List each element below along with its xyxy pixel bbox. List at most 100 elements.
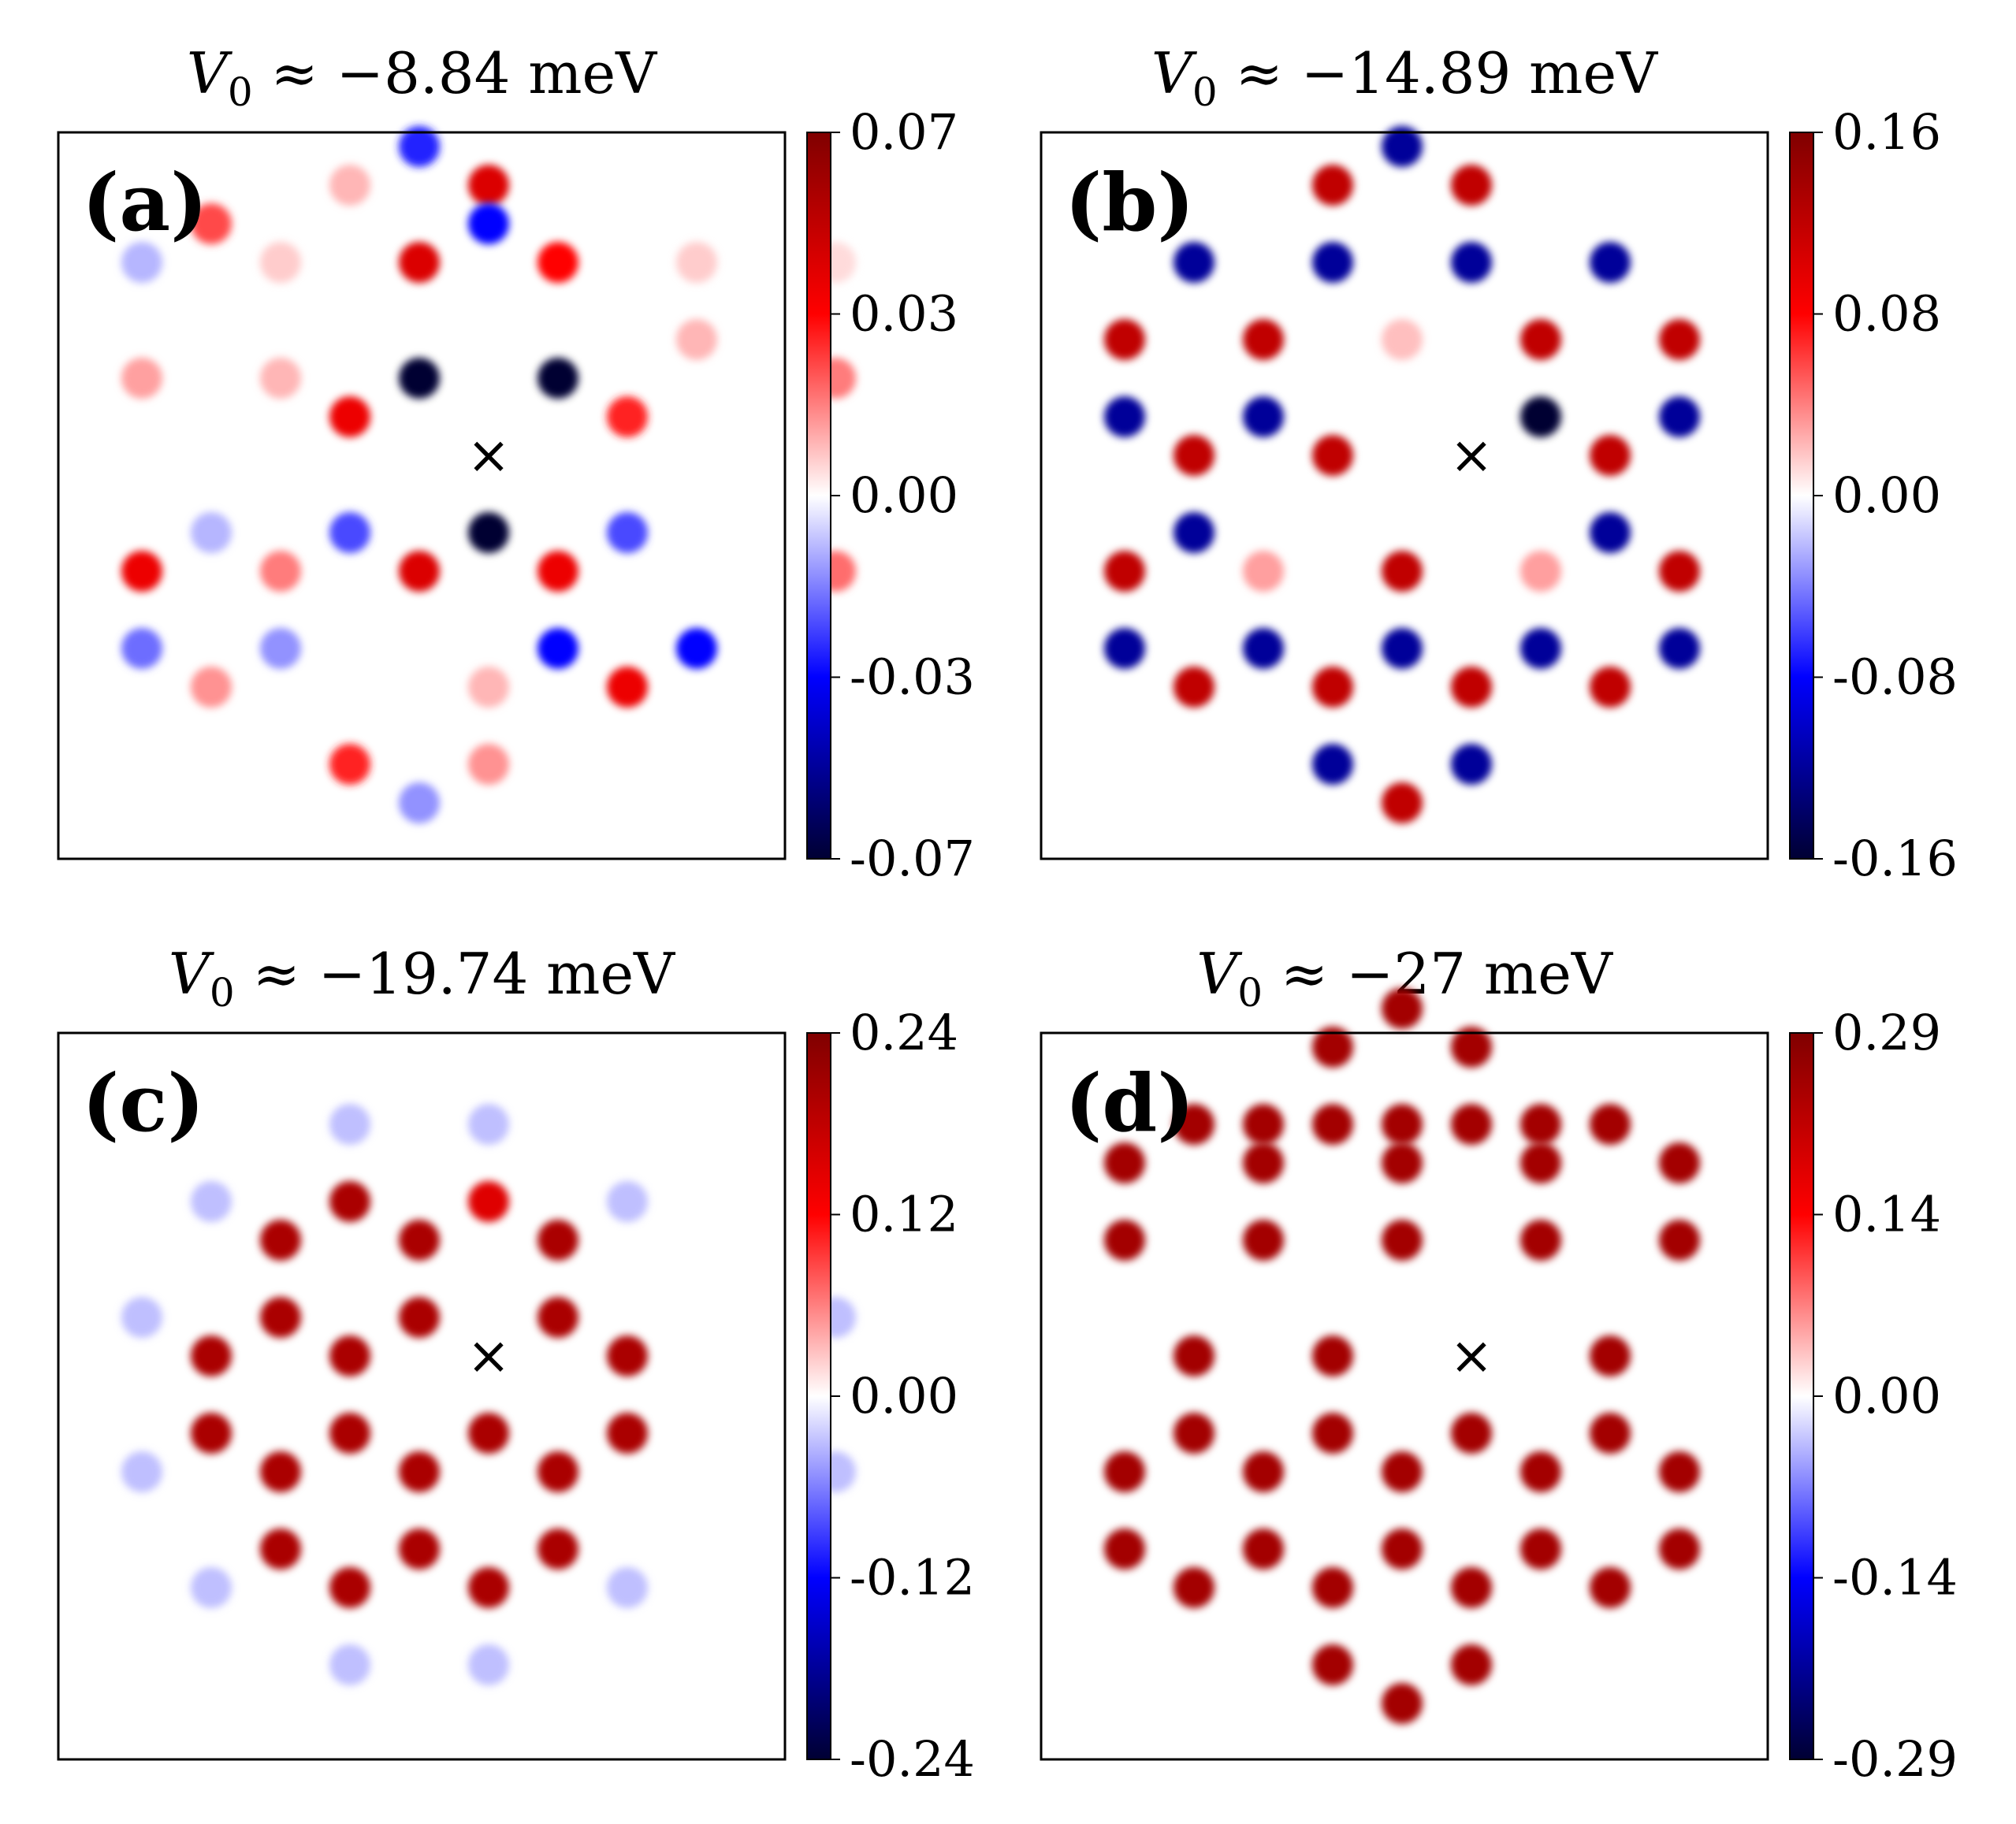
panel-d-spot-9 (1104, 1142, 1145, 1183)
panel-d-spot-42 (1451, 1644, 1492, 1685)
panel-c-colorbar-bar (806, 1032, 831, 1760)
panel-d-marker-symbol: × (1449, 1325, 1493, 1386)
panel-a-colorbar-tick-label-2: 0.00 (850, 466, 958, 524)
panel-a-spot-24 (260, 551, 301, 592)
panel-b-spot-5 (1451, 242, 1492, 283)
panel-d-spot-43 (1382, 1683, 1423, 1724)
panel-b-spot-32 (1312, 667, 1353, 708)
panel-a-spot-26 (537, 551, 578, 592)
panel-b-colorbar-tick-label-2: 0.00 (1832, 466, 1941, 524)
panel-b-spot-8 (1243, 319, 1284, 360)
panel-d-spot-13 (1659, 1142, 1700, 1183)
panel-b-spot-15 (1659, 396, 1700, 437)
panel-a-spot-8 (121, 242, 162, 283)
panel-b-spots (1104, 126, 1700, 823)
panel-a-spot-30 (537, 628, 578, 669)
panel-a-spot-18 (676, 319, 717, 360)
panel-c-spot-22 (399, 1451, 440, 1492)
panel-d-spot-3 (1243, 1104, 1284, 1145)
panel-a-spot-6 (537, 242, 578, 283)
panel-a-center-marker: × (467, 425, 510, 485)
panel-b-spot-9 (1382, 319, 1423, 360)
panel-b-colorbar-tick-label-4: -0.16 (1832, 830, 1958, 887)
panel-d-spot-33 (1243, 1529, 1284, 1570)
panel-b-spot-16 (1174, 435, 1214, 476)
panel-d-spot-4 (1382, 1104, 1423, 1145)
panel-b-spot-4 (1312, 242, 1353, 283)
panel-b-frame (1040, 131, 1769, 860)
panel-d-colorbar-tick-label-4: -0.29 (1832, 1730, 1958, 1788)
panel-d-center-marker: × (1449, 1325, 1493, 1386)
panel-c-marker-symbol: × (467, 1325, 510, 1386)
panel-c-colorbar-tick-label-4: -0.24 (850, 1730, 975, 1788)
panel-c-frame (57, 1031, 787, 1761)
panel-a-title-var: V (187, 40, 233, 106)
panel-a-spot-11 (399, 358, 440, 399)
panel-a-spot-23 (121, 551, 162, 592)
panel-a-spot-3 (191, 203, 232, 244)
panel-b-spot-17 (1312, 435, 1353, 476)
panel-b-spot-36 (1451, 744, 1492, 785)
panel-b-spot-23 (1382, 551, 1423, 592)
panel-b-spot-24 (1520, 551, 1561, 592)
panel-b-spot-37 (1382, 782, 1423, 823)
panel-b-spot-30 (1659, 628, 1700, 669)
panel-d-spot-24 (1312, 1413, 1353, 1454)
panel-c-spot-1 (468, 1104, 509, 1145)
panel-b-spot-26 (1104, 628, 1145, 669)
panel-a-spot-34 (607, 667, 648, 708)
panel-b-spot-10 (1520, 319, 1561, 360)
panel-b-spot-27 (1243, 628, 1284, 669)
panel-b-spot-0 (1382, 126, 1423, 167)
panel-d-spot-27 (1104, 1451, 1145, 1492)
panel-d-spot-32 (1104, 1529, 1145, 1570)
panel-d-colorbar: 0.29 0.14 0.00 -0.14 -0.29 (1789, 1004, 1958, 1788)
panel-d-spots (1104, 988, 1700, 1724)
panel-b-spot-2 (1451, 165, 1492, 206)
panel-d-spot-7 (1451, 1104, 1492, 1145)
panel-a-spot-36 (468, 744, 509, 785)
panel-a-spot-20 (329, 512, 370, 553)
panel-a-label: (a) (82, 156, 207, 249)
panel-a-spot-1 (329, 165, 370, 206)
panel-d-spot-2 (1451, 1027, 1492, 1068)
panel-d-spot-15 (1104, 1220, 1145, 1261)
panel-a-spot-33 (468, 667, 509, 708)
panel-c-spot-31 (191, 1567, 232, 1608)
panel-b: V0 ≈ −14.89 meV (b) × 0.16 0.08 0.00 -0.08 -… (1040, 40, 1958, 887)
panel-b-spot-6 (1590, 242, 1631, 283)
panel-b-spot-7 (1104, 319, 1145, 360)
panel-b-spot-20 (1590, 512, 1631, 553)
panel-c-spot-14 (191, 1335, 232, 1376)
panel-c-colorbar-tick-label-1: 0.12 (850, 1186, 958, 1243)
panel-d-spot-41 (1312, 1644, 1353, 1685)
panel-b-spot-13 (1243, 396, 1284, 437)
panel-c-spot-33 (329, 1644, 370, 1685)
panel-a-spot-15 (121, 358, 162, 399)
panel-c-spot-21 (260, 1451, 301, 1492)
panel-c-spot-26 (260, 1529, 301, 1570)
panel-c-spot-24 (121, 1451, 162, 1492)
panel-d-spot-38 (1312, 1567, 1353, 1608)
panel-b-title: V0 ≈ −14.89 meV (1151, 40, 1659, 115)
panel-c-spot-11 (260, 1297, 301, 1338)
panel-b-spot-22 (1243, 551, 1284, 592)
panel-a-spot-29 (260, 628, 301, 669)
panel-d-spot-28 (1243, 1451, 1284, 1492)
panel-d-label: (d) (1065, 1057, 1195, 1150)
panel-a-title-rest: ≈ −8.84 meV (253, 40, 659, 106)
panel-a-spot-0 (399, 126, 440, 167)
panel-c-spot-0 (329, 1104, 370, 1145)
panel-d-colorbar-bar (1789, 1032, 1814, 1760)
panel-a: V0 ≈ −8.84 meV (a) × 0.07 0.03 0.00 -0.03 -0… (57, 40, 975, 887)
panel-b-label: (b) (1065, 156, 1195, 249)
panel-c-spot-7 (399, 1220, 440, 1261)
panel-c-spot-9 (121, 1297, 162, 1338)
panel-d-title-rest: ≈ −27 meV (1263, 941, 1614, 1007)
panel-d: V0 ≈ −27 meV (d) × 0.29 0.14 0.00 -0.14 -0.2… (1040, 941, 1958, 1788)
panel-b-center-marker: × (1449, 425, 1493, 485)
panel-a-colorbar-tick-label-4: -0.07 (850, 830, 975, 887)
panel-c-colorbar-tick-label-3: -0.12 (850, 1549, 975, 1607)
panel-d-spot-34 (1382, 1529, 1423, 1570)
